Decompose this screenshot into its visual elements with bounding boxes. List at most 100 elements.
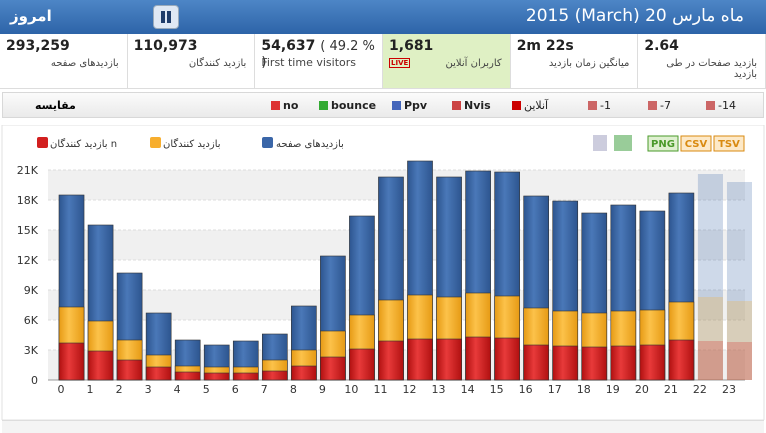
legend-swatch[interactable] [150, 137, 161, 148]
toolbar-button[interactable]: bounce [319, 99, 376, 112]
button-label: bounce [331, 99, 377, 112]
toolbar-button[interactable]: -14 [706, 99, 736, 112]
stat-label: بازدید کنندگان [188, 58, 247, 69]
legend-label[interactable]: بازدید کنندگان [163, 138, 221, 150]
button-icon [392, 101, 401, 110]
button-icon [706, 101, 715, 110]
bar [58, 342, 85, 381]
footer-strip [2, 420, 764, 433]
stat-cell[interactable]: 2m 22s میانگین زمان بازدید [511, 34, 639, 88]
x-tick-label: 2 [116, 383, 123, 396]
bar [523, 344, 550, 381]
button-label: آنلاین [524, 99, 549, 112]
bar [726, 301, 752, 380]
bar [610, 345, 637, 381]
legend-label[interactable]: بازدید کنندگان n [50, 138, 117, 150]
y-tick-label: 21K [17, 164, 39, 177]
stat-cell[interactable]: 110,973 بازدید کنندگان [128, 34, 256, 88]
y-tick-label: 18K [17, 194, 39, 207]
stat-label: میانگین زمان بازدید [548, 58, 630, 69]
stat-value: 293,259 [6, 38, 70, 54]
stat-label: کاربران آنلاین [445, 58, 502, 69]
export-label: TSV [718, 139, 740, 150]
export-label: PNG [651, 139, 675, 150]
x-tick-label: 0 [58, 383, 65, 396]
bar [697, 174, 723, 380]
bar [726, 182, 752, 380]
toolbar: مقایسه no bounce Ppv Nvis آنلاین -1 -7 -14 [2, 92, 764, 118]
x-tick-label: 11 [373, 383, 387, 396]
x-tick-label: 4 [174, 383, 181, 396]
export-button[interactable] [647, 135, 679, 152]
bar [87, 350, 114, 381]
x-tick-label: 9 [319, 383, 326, 396]
button-label: Ppv [404, 99, 428, 112]
x-tick-label: 15 [490, 383, 504, 396]
stat-cell[interactable]: 1,681 کاربران آنلاین LIVE [383, 34, 511, 88]
stat-cell[interactable]: 2.64 بازدید صفحات در طی بازدید [638, 34, 766, 88]
x-tick-label: 8 [290, 383, 297, 396]
x-tick-label: 12 [403, 383, 417, 396]
bar [378, 340, 404, 381]
bar [552, 345, 579, 381]
y-tick-label: 6K [24, 314, 39, 327]
header-date: ماه مارس 20 (March) 2015 [525, 6, 744, 26]
x-tick-label: 21 [664, 383, 678, 396]
toolbar-button[interactable]: آنلاین [512, 99, 548, 112]
toolbar-button[interactable]: -1 [588, 99, 611, 112]
toolbar-button[interactable]: Nvis [452, 99, 491, 112]
x-tick-label: 6 [232, 383, 239, 396]
bar [291, 365, 317, 381]
y-tick-label: 12K [17, 254, 39, 267]
button-label: -1 [600, 99, 611, 112]
stat-cell[interactable]: 54,637 ( 49.2 % ) First time visitors [255, 34, 384, 88]
x-tick-label: 14 [461, 383, 475, 396]
toolbar-button[interactable]: Ppv [392, 99, 427, 112]
bar [726, 342, 752, 380]
x-tick-label: 17 [548, 383, 562, 396]
toolbar-button[interactable]: no [271, 99, 298, 112]
bar [261, 370, 288, 381]
stat-cell[interactable]: 293,259 بازدیدهای صفحه [0, 34, 128, 88]
legend-swatch[interactable] [262, 137, 273, 148]
button-label: -14 [718, 99, 736, 112]
y-tick-label: 15K [17, 224, 39, 237]
bar [174, 371, 201, 381]
bar [116, 359, 143, 381]
stat-extra: ( 49.2 % ) [261, 39, 375, 70]
compare-label[interactable]: مقایسه [35, 99, 76, 112]
header: امروز ماه مارس 20 (March) 2015 [0, 0, 766, 34]
legend-label[interactable]: بازدیدهای صفحه [276, 139, 344, 150]
button-icon [588, 101, 597, 110]
stat-value: 110,973 [133, 38, 198, 54]
bar [320, 356, 346, 381]
x-tick-label: 1 [87, 383, 94, 396]
button-label: -7 [660, 99, 671, 112]
toolbar-button[interactable]: -7 [648, 99, 671, 112]
header-title: امروز [10, 7, 52, 25]
x-tick-label: 22 [693, 383, 707, 396]
bar [203, 372, 230, 381]
stat-value: 2m 22s [516, 38, 574, 54]
y-tick-label: 3K [24, 344, 39, 357]
bar [697, 297, 723, 380]
stat-value: 1,681 [389, 38, 434, 54]
bar [668, 339, 695, 381]
bar [232, 372, 259, 381]
pause-button[interactable] [153, 5, 179, 29]
export-button[interactable] [713, 135, 745, 152]
button-icon [648, 101, 657, 110]
bar [349, 348, 375, 381]
chart-icon[interactable] [614, 135, 632, 151]
bar [465, 336, 491, 381]
x-tick-label: 23 [722, 383, 736, 396]
x-tick-label: 18 [577, 383, 591, 396]
bar [145, 366, 172, 381]
stat-label: بازدیدهای صفحه [50, 58, 119, 69]
chart-icon[interactable] [593, 135, 607, 151]
live-badge: LIVE [389, 58, 411, 68]
legend-swatch[interactable] [37, 137, 48, 148]
export-button[interactable] [680, 135, 712, 152]
button-icon [319, 101, 328, 110]
